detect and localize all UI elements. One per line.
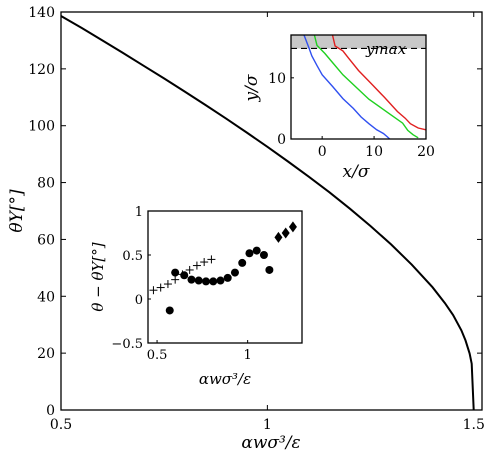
scatter-inset-x-axis-label: αwσ³/ε bbox=[199, 370, 251, 388]
circle-marker bbox=[216, 276, 225, 285]
scatter-inset-x-tick-label: 0.5 bbox=[147, 348, 168, 363]
plus-marker bbox=[185, 265, 194, 274]
circle-marker bbox=[194, 276, 203, 285]
main-y-tick-label: 40 bbox=[37, 289, 55, 305]
scatter-inset-y-tick-label: −0.5 bbox=[111, 337, 143, 352]
main-y-tick-label: 120 bbox=[28, 62, 55, 78]
main-x-tick-label: 1.5 bbox=[463, 417, 485, 433]
main-y-tick-label: 80 bbox=[37, 176, 55, 192]
circle-marker bbox=[223, 273, 232, 282]
scatter-inset-y-tick-label: 0 bbox=[135, 293, 143, 308]
profile-inset: ymax 0 10 20 0 10 y/σ x/σ bbox=[242, 34, 435, 182]
main-y-tick-label: 140 bbox=[28, 5, 55, 21]
main-y-tick-label: 0 bbox=[46, 403, 55, 419]
diamond-marker bbox=[281, 227, 290, 239]
profile-inset-series-group bbox=[303, 34, 427, 140]
circle-marker bbox=[230, 268, 239, 277]
circle-marker bbox=[180, 271, 189, 280]
main-y-axis-label: θY[°] bbox=[7, 189, 27, 233]
circle-marker bbox=[201, 277, 210, 286]
scatter-inset-frame bbox=[147, 210, 303, 344]
profile-inset-tick-group: 0 10 20 0 10 bbox=[268, 71, 435, 160]
profile-inset-y-tick-label: 10 bbox=[268, 71, 286, 87]
profile-inset-y-axis-label: y/σ bbox=[242, 74, 262, 102]
plus-marker bbox=[163, 280, 172, 289]
profile-inset-x-tick-label: 0 bbox=[318, 144, 327, 160]
circle-marker bbox=[245, 249, 254, 258]
profile-inset-x-tick-label: 20 bbox=[417, 144, 435, 160]
circle-marker bbox=[171, 268, 180, 277]
scatter-inset: 0.5 1 −0.5 0 0.5 1 θ − θY[°] αwσ³/ε bbox=[89, 205, 303, 388]
profile-series-line-2 bbox=[313, 34, 419, 139]
circle-marker bbox=[259, 251, 268, 259]
main-x-axis-label: αwσ³/ε bbox=[241, 433, 300, 453]
profile-inset-x-axis-label: x/σ bbox=[343, 162, 370, 182]
main-x-tick-label: 0.5 bbox=[50, 417, 72, 433]
scatter-inset-marker-group bbox=[149, 221, 297, 315]
diamond-marker bbox=[274, 231, 283, 243]
main-y-tick-label: 100 bbox=[28, 119, 55, 135]
profile-inset-ymax-label: ymax bbox=[365, 40, 407, 58]
profile-inset-frame bbox=[290, 34, 427, 140]
main-y-tick-label: 60 bbox=[37, 232, 55, 248]
profile-series-line-3 bbox=[331, 34, 427, 131]
diamond-marker bbox=[288, 221, 297, 233]
plus-marker bbox=[171, 275, 180, 284]
scatter-inset-x-tick-label: 1 bbox=[244, 348, 252, 363]
circle-marker bbox=[209, 277, 218, 286]
scatter-inset-tick-group: 0.5 1 −0.5 0 0.5 1 bbox=[111, 205, 251, 363]
scatter-inset-y-axis-label: θ − θY[°] bbox=[89, 242, 107, 311]
main-y-tick-label: 20 bbox=[37, 346, 55, 362]
circle-marker bbox=[265, 265, 274, 274]
profile-series-line-1 bbox=[303, 34, 391, 140]
main-curve bbox=[60, 15, 475, 411]
circle-marker bbox=[187, 275, 196, 284]
plus-marker bbox=[149, 286, 158, 295]
circle-marker bbox=[238, 258, 247, 267]
plus-marker bbox=[200, 258, 209, 267]
profile-inset-y-tick-label: 0 bbox=[277, 132, 286, 148]
plus-marker bbox=[192, 261, 201, 270]
profile-inset-background bbox=[291, 35, 426, 139]
circle-marker bbox=[252, 246, 261, 255]
plus-marker bbox=[156, 283, 165, 292]
main-x-tick-group: 0.5 1 1.5 bbox=[50, 12, 485, 433]
scatter-inset-y-tick-label: 1 bbox=[135, 205, 143, 220]
main-plot-frame bbox=[60, 11, 483, 411]
profile-inset-shaded-region bbox=[291, 35, 426, 49]
scatter-inset-y-tick-label: 0.5 bbox=[122, 249, 143, 264]
circle-marker bbox=[165, 306, 174, 315]
plus-marker bbox=[207, 255, 216, 264]
profile-inset-x-tick-label: 10 bbox=[365, 144, 383, 160]
main-x-tick-label: 1 bbox=[263, 417, 272, 433]
